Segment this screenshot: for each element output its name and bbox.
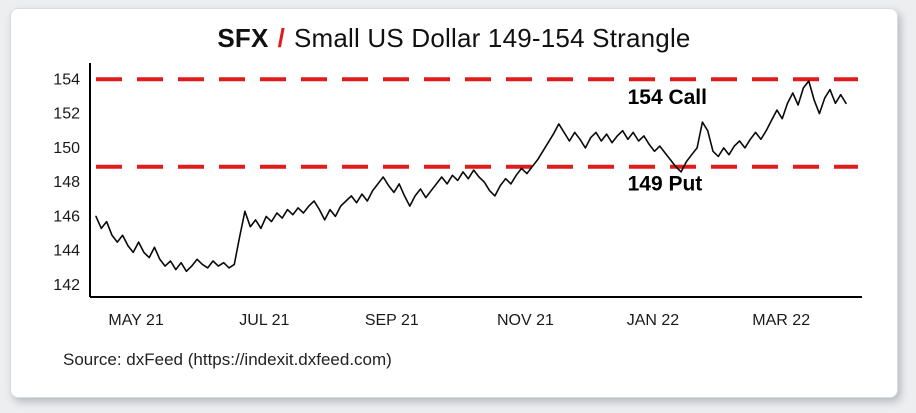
strangle-label: 154 Call (628, 86, 707, 109)
title-separator: / (277, 23, 285, 53)
y-tick-label: 142 (53, 277, 80, 294)
y-tick-label: 148 (53, 174, 80, 191)
chart-title: SFX / Small US Dollar 149-154 Strangle (11, 23, 897, 57)
y-tick-label: 150 (53, 140, 80, 157)
title-symbol: SFX (217, 23, 269, 53)
strangle-chart: 142 144 146 148 150 152 154 MAY 21 JUL 21 SEP 21 N… (53, 63, 862, 329)
x-tick-label: SEP 21 (365, 312, 419, 329)
y-tick-label: 152 (53, 106, 80, 123)
price-line (95, 80, 847, 273)
x-tick-label: JUL 21 (239, 312, 289, 329)
chart-card: SFX / Small US Dollar 149-154 Strangle 142… (10, 8, 898, 398)
chart-area: 142 144 146 148 150 152 154 MAY 21 JUL 21 SEP 21 N… (15, 57, 897, 348)
y-tick-label: 154 (53, 71, 80, 88)
x-tick-label: JAN 22 (627, 312, 680, 329)
y-tick-label: 146 (53, 208, 80, 225)
x-tick-label: NOV 21 (497, 312, 554, 329)
source-text: Source: dxFeed (https://indexit.dxfeed.c… (63, 350, 392, 369)
title-name: Small US Dollar 149-154 Strangle (294, 23, 691, 53)
y-tick-label: 144 (53, 243, 80, 260)
x-tick-label: MAR 22 (752, 312, 810, 329)
x-tick-label: MAY 21 (108, 312, 164, 329)
strangle-label: 149 Put (628, 173, 703, 196)
